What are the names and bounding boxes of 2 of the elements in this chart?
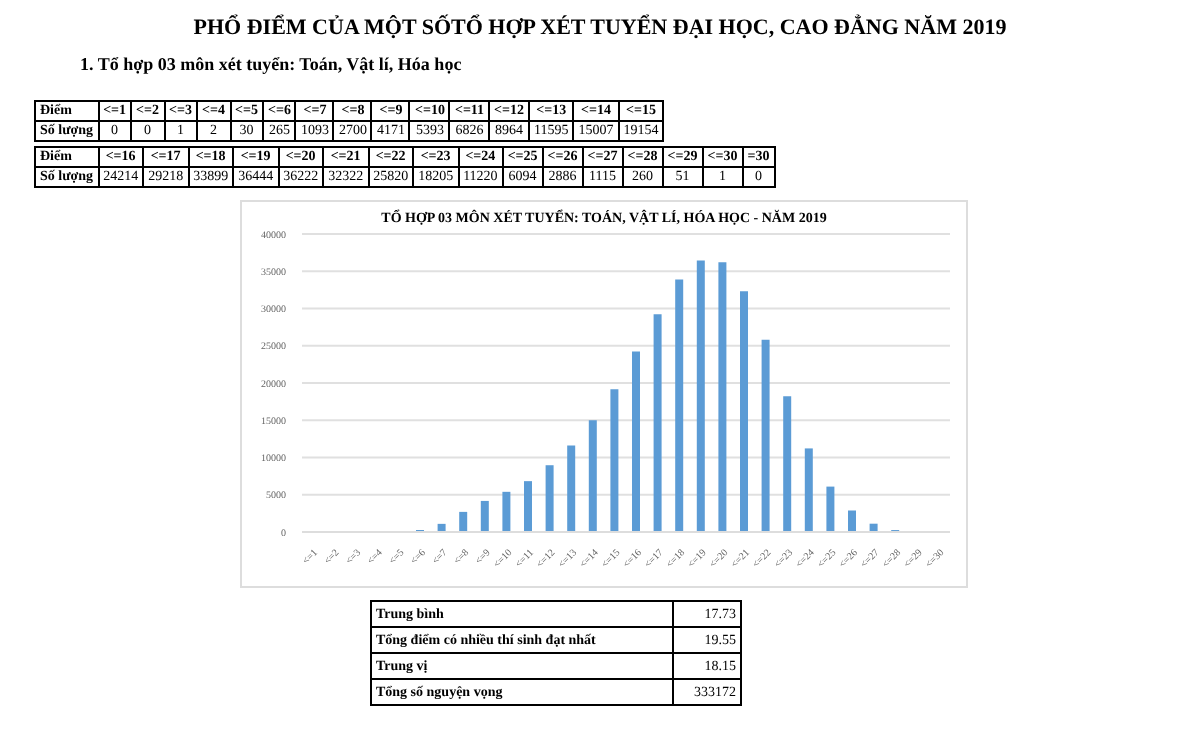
text: 1. Tổ hợp 03 môn xét tuyển: Toán, Vật lí, Hóa học (80, 54, 462, 74)
text: PHỔ ĐIỂM CỦA MỘT SỐTỔ HỢP XÉT TUYỂN ĐẠI HỌC, CAO ĐẲNG NĂM 2019 (191, 16, 1009, 40)
